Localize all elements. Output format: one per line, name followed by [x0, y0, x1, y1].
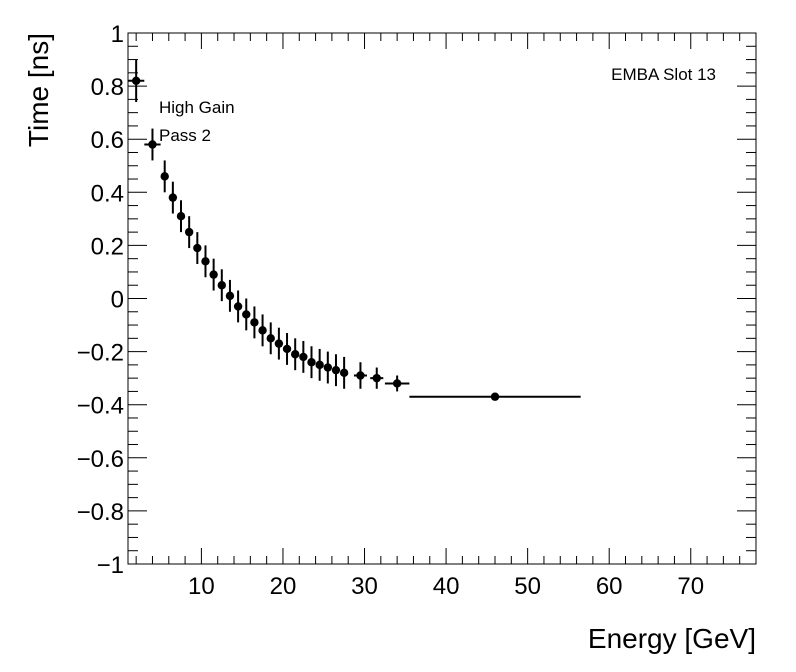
x-tick-labels: 10 20 30 40 50 60 70 — [188, 573, 704, 600]
data-point — [274, 339, 284, 348]
y-tick-label: −0.2 — [77, 340, 124, 367]
data-point — [266, 334, 275, 343]
data-point — [242, 310, 251, 319]
data-point — [331, 365, 341, 375]
data-point — [282, 344, 292, 354]
y-tick-label: −0.8 — [77, 499, 124, 526]
data-points — [128, 59, 581, 401]
x-tick-label: 50 — [514, 573, 541, 600]
data-point — [258, 326, 267, 335]
x-axis-title: Energy [GeV] — [588, 623, 756, 654]
x-tick-label: 30 — [351, 573, 378, 600]
data-point — [323, 363, 333, 372]
x-tick-label: 70 — [677, 573, 704, 600]
x-tick-label: 10 — [188, 573, 215, 600]
data-point — [233, 302, 243, 311]
data-point — [160, 172, 169, 181]
data-point — [168, 193, 178, 202]
x-tick-label: 60 — [596, 573, 623, 600]
data-point — [176, 211, 186, 221]
y-tick-label: 0.4 — [91, 180, 124, 207]
x-tick-label: 20 — [270, 573, 297, 600]
data-point — [148, 140, 157, 149]
y-tick-label: 0.8 — [91, 74, 124, 101]
data-point — [299, 352, 308, 362]
y-tick-labels: −1 −0.8 −0.6 −0.4 −0.2 0 0.2 0.4 0.6 0.8 1 — [77, 21, 124, 579]
data-point — [392, 379, 402, 388]
data-point — [201, 257, 210, 266]
data-point — [372, 373, 381, 383]
pass-annotation: Pass 2 — [159, 126, 211, 145]
y-tick-label: 0.2 — [91, 233, 124, 260]
data-point — [209, 270, 218, 279]
y-tick-label: 0 — [111, 287, 124, 314]
y-tick-label: −0.4 — [77, 393, 124, 420]
data-point — [339, 368, 349, 378]
y-tick-label: 1 — [111, 21, 124, 48]
data-point — [315, 360, 324, 370]
data-point — [307, 358, 316, 367]
data-point — [225, 291, 235, 301]
gain-annotation: High Gain — [159, 98, 235, 117]
y-axis-title: Time [ns] — [23, 33, 54, 147]
data-point — [250, 318, 259, 327]
data-point — [290, 350, 300, 359]
x-tick-label: 40 — [433, 573, 460, 600]
data-point — [356, 371, 365, 380]
y-tick-label: −0.6 — [77, 446, 124, 473]
slot-annotation: EMBA Slot 13 — [611, 65, 716, 84]
y-tick-label: −1 — [97, 552, 124, 579]
data-point — [131, 76, 141, 85]
data-point — [193, 243, 202, 253]
axis-ticks — [128, 32, 757, 565]
data-point — [184, 227, 194, 237]
data-point — [217, 281, 226, 290]
y-tick-label: 0.6 — [91, 127, 124, 154]
data-point — [490, 392, 500, 401]
